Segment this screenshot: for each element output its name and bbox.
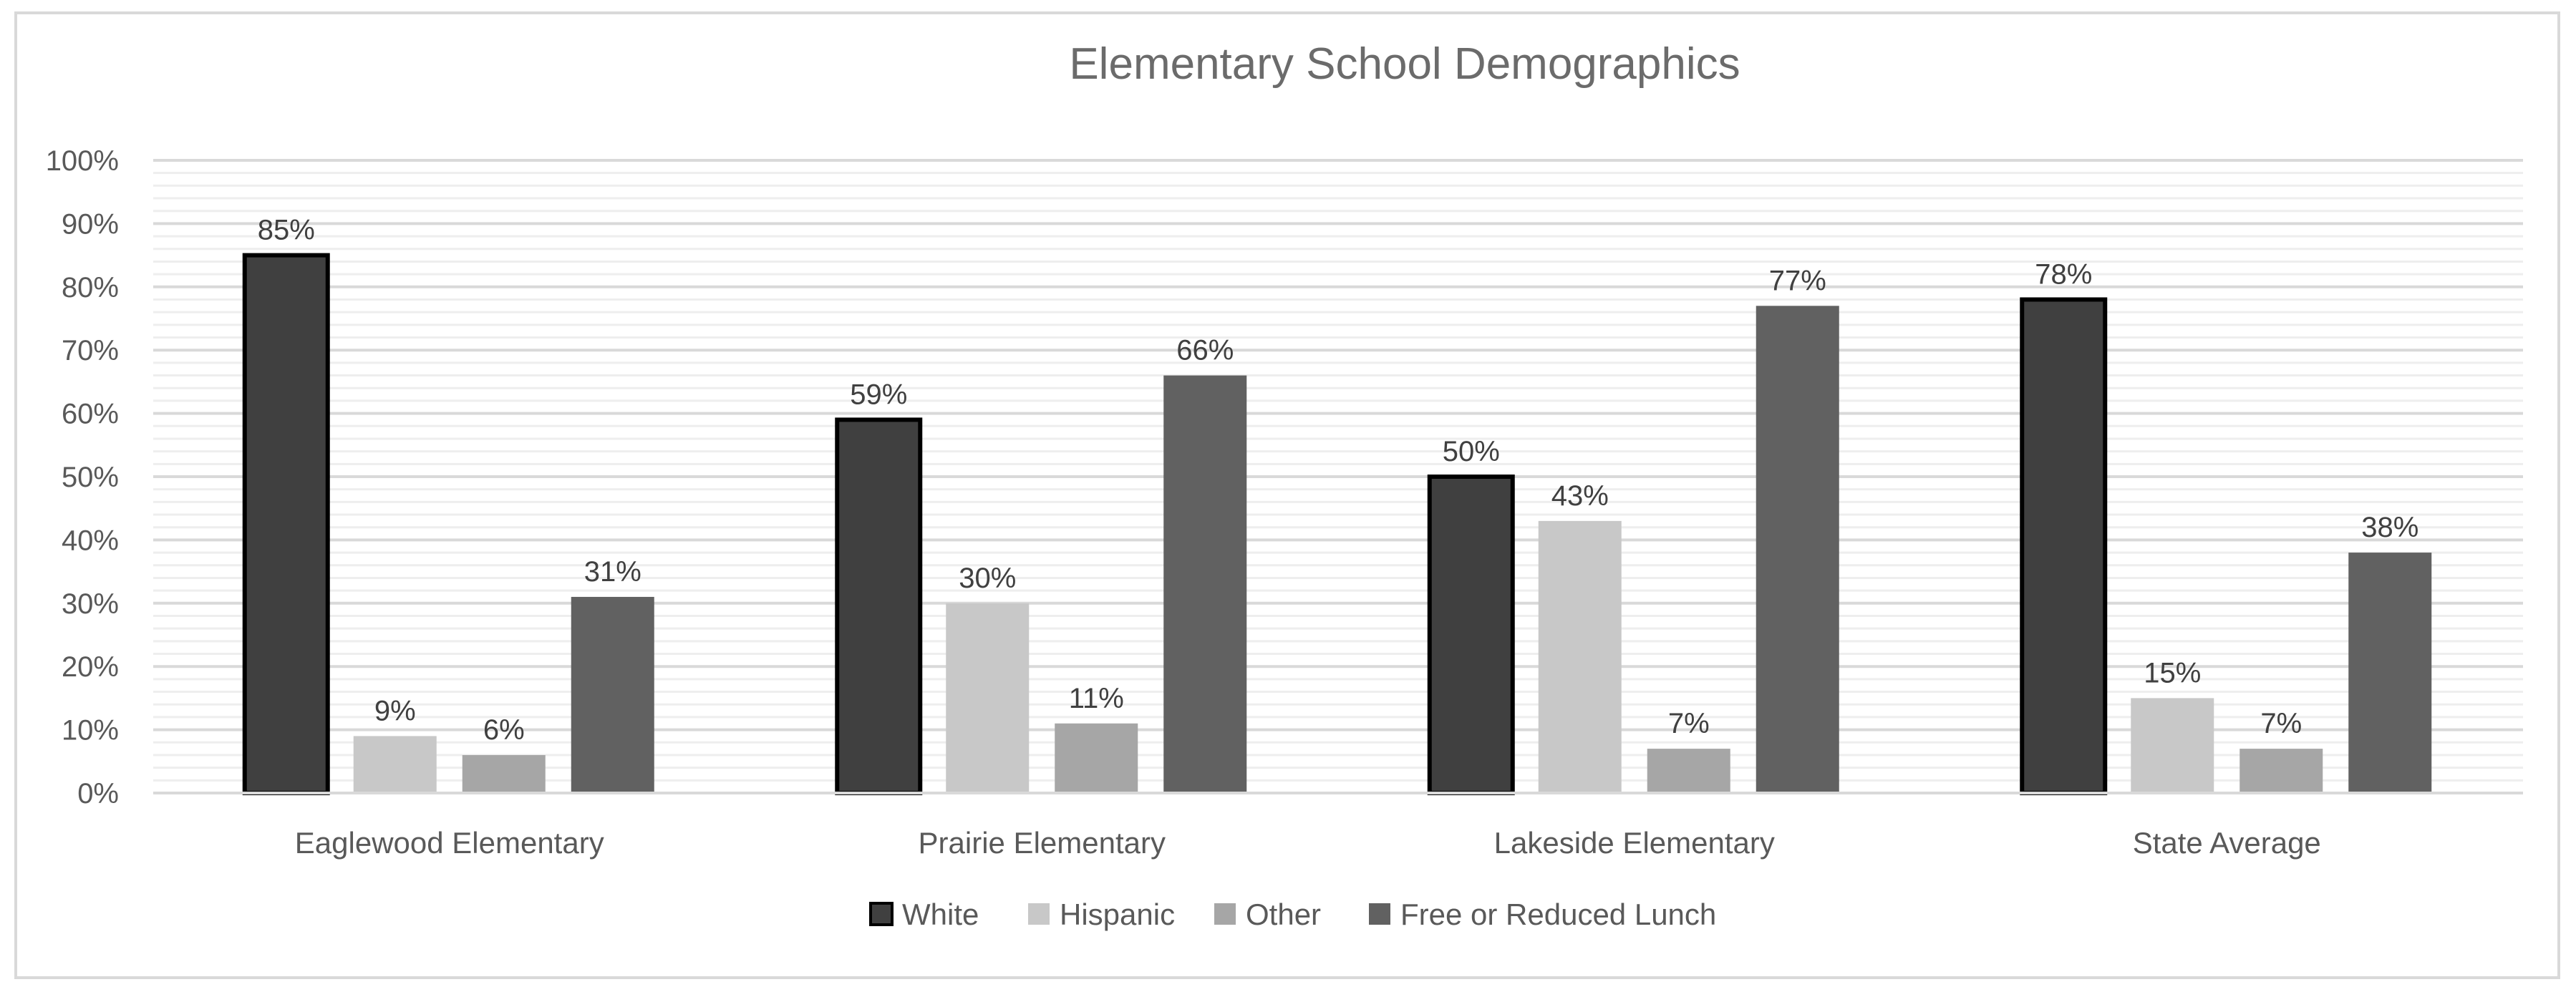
- bar-hispanic-3: [2131, 698, 2214, 793]
- x-tick-label: Lakeside Elementary: [1494, 826, 1775, 860]
- bar-free-or-reduced-lunch-1: [1163, 375, 1247, 793]
- legend-label: White: [902, 898, 979, 931]
- legend-label: Other: [1246, 898, 1321, 931]
- bar-other-1: [1055, 723, 1138, 793]
- data-label: 15%: [2144, 657, 2201, 689]
- x-tick-label: State Average: [2133, 826, 2321, 860]
- y-tick-label: 80%: [62, 272, 119, 303]
- x-tick-label: Eaglewood Elementary: [295, 826, 604, 860]
- y-tick-label: 40%: [62, 525, 119, 556]
- bar-white-1: [835, 417, 923, 795]
- data-label: 85%: [258, 215, 315, 246]
- bar-hispanic-1: [946, 603, 1030, 793]
- data-label: 77%: [1769, 265, 1826, 296]
- data-label: 11%: [1069, 683, 1124, 714]
- y-axis: 0% 10% 20% 30% 40% 50% 60% 70% 80% 90% 100%: [46, 145, 119, 809]
- chart-title: Elementary School Demographics: [1069, 39, 1740, 89]
- y-tick-label: 70%: [62, 335, 119, 366]
- data-label: 7%: [2260, 708, 2302, 739]
- data-label: 7%: [1668, 708, 1710, 739]
- data-label: 6%: [483, 714, 525, 746]
- labels-layer: 85% 9% 6% 31% 59% 30% 11% 66% 50% 43% 7% 77% 78% 15% 7…: [258, 215, 2419, 746]
- y-tick-label: 90%: [62, 208, 119, 240]
- x-tick-label: Prairie Elementary: [919, 826, 1166, 860]
- bar-free-or-reduced-lunch-3: [2348, 553, 2432, 793]
- bar-free-or-reduced-lunch-0: [571, 596, 654, 793]
- y-tick-label: 100%: [46, 145, 119, 177]
- data-label: 38%: [2361, 512, 2418, 543]
- data-label: 9%: [374, 695, 416, 726]
- y-tick-label: 50%: [62, 462, 119, 493]
- y-tick-label: 30%: [62, 588, 119, 620]
- chart-frame: Elementary School Demographics 0% 10% 20% 3…: [14, 11, 2560, 979]
- bar-white-2: [1427, 475, 1515, 795]
- y-tick-label: 0%: [77, 778, 119, 809]
- bar-other-0: [462, 754, 546, 793]
- bar-other-2: [1647, 749, 1730, 793]
- legend-swatch-white: [869, 902, 894, 926]
- chart-svg: Elementary School Demographics 0% 10% 20% 3…: [46, 39, 2523, 931]
- legend: White Hispanic Other Free or Reduced Lunch: [869, 898, 1716, 931]
- x-axis: Eaglewood Elementary Prairie Elementary La…: [153, 792, 2523, 860]
- bar-hispanic-0: [353, 736, 437, 793]
- bar-white-0: [242, 253, 330, 796]
- y-tick-label: 10%: [62, 715, 119, 747]
- legend-label: Hispanic: [1060, 898, 1175, 931]
- data-label: 43%: [1551, 480, 1609, 512]
- bar-free-or-reduced-lunch-2: [1756, 306, 1839, 793]
- data-label: 50%: [1443, 436, 1500, 467]
- y-tick-label: 60%: [62, 399, 119, 430]
- data-label: 66%: [1176, 335, 1234, 366]
- legend-swatch-hispanic: [1028, 903, 1050, 925]
- bar-white-3: [2020, 297, 2108, 796]
- legend-swatch-other: [1214, 903, 1236, 925]
- data-label: 78%: [2035, 258, 2092, 290]
- bar-other-3: [2240, 749, 2323, 793]
- data-label: 30%: [959, 563, 1016, 594]
- legend-label: Free or Reduced Lunch: [1400, 898, 1716, 931]
- legend-swatch-free-or-reduced-lunch: [1369, 903, 1390, 925]
- data-label: 59%: [850, 379, 907, 410]
- bars-layer: [242, 253, 2432, 796]
- bar-hispanic-2: [1538, 520, 1622, 793]
- data-label: 31%: [584, 556, 641, 588]
- grid-layer: [153, 159, 2523, 794]
- y-tick-label: 20%: [62, 651, 119, 683]
